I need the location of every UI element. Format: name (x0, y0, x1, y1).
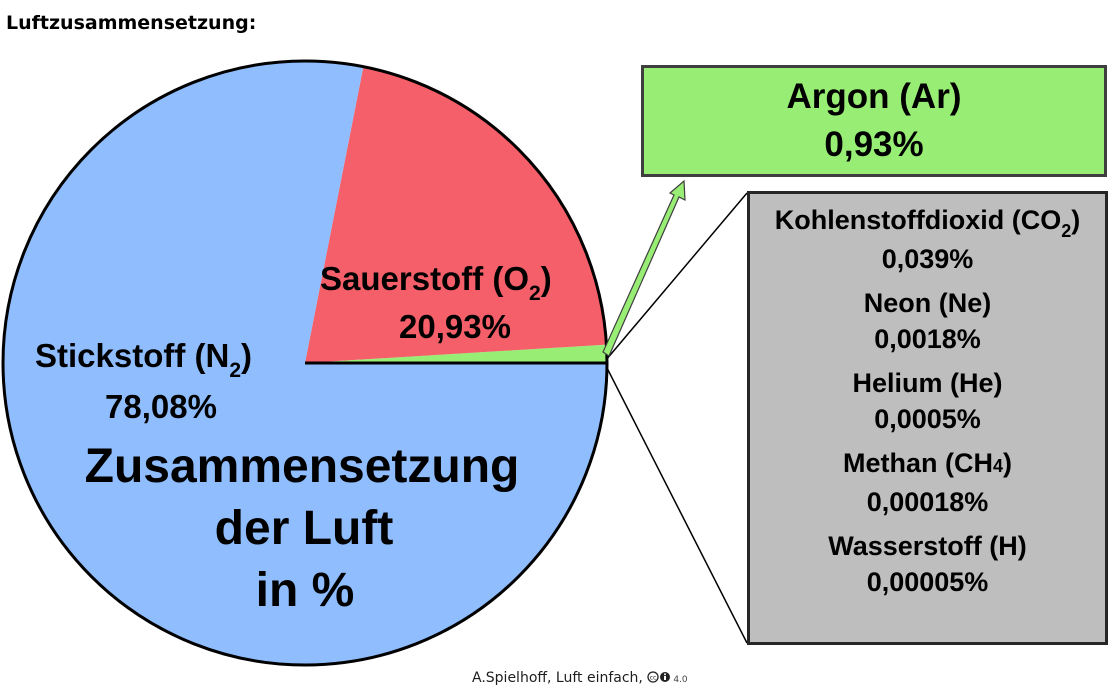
trace-gas-item: Neon (Ne) 0,0018% (864, 285, 992, 357)
svg-text:cc: cc (650, 675, 657, 682)
trace-gas-item: Kohlenstoffdioxid (CO2) 0,039% (775, 202, 1080, 277)
trace-gas-value: 0,00005% (866, 567, 989, 597)
argon-name: Argon (Ar) (786, 77, 962, 116)
trace-gas-name-close: ) (1071, 205, 1081, 235)
trace-gas-name: Kohlenstoffdioxid (CO (774, 205, 1062, 235)
trace-gas-subscript: 4 (992, 456, 1003, 476)
slice-label-sauerstoff: Sauerstoff (O2) (320, 260, 552, 305)
trace-gas-name: Wasserstoff (H) (828, 531, 1027, 561)
trace-gases-box: Kohlenstoffdioxid (CO2) 0,039% Neon (Ne)… (747, 191, 1108, 645)
chart-title-line-1: Zusammensetzung (85, 440, 520, 493)
slice-label-stickstoff: Stickstoff (N2) (35, 337, 252, 382)
trace-gas-item: Helium (He) 0,0005% (852, 365, 1002, 437)
trace-gas-value: 0,039% (881, 244, 974, 274)
slice-value-sauerstoff: 20,93% (399, 308, 511, 345)
chart-title-line-3: in % (256, 564, 355, 617)
page-title: Luftzusammensetzung: (6, 12, 257, 34)
slice-sauerstoff (305, 66, 607, 363)
argon-value: 0,93% (824, 125, 924, 164)
chart-title-line-2: der Luft (215, 502, 394, 555)
argon-arrow (602, 179, 686, 357)
trace-gas-value: 0,0018% (874, 324, 981, 354)
credit-text: A.Spielhoff, Luft einfach, (472, 670, 648, 686)
cc-by-icon: cc (647, 671, 671, 683)
slice-argon (305, 344, 607, 363)
trace-gas-name: Helium (He) (852, 368, 1003, 398)
trace-gas-value: 0,0005% (874, 404, 981, 434)
rest-connector-top (605, 192, 748, 361)
trace-gas-name-close: ) (1003, 448, 1012, 478)
slice-value-stickstoff: 78,08% (105, 388, 217, 425)
trace-gas-value: 0,00018% (866, 487, 989, 517)
slice-stickstoff (2, 60, 607, 665)
trace-gas-subscript: 2 (1061, 221, 1072, 241)
license-version: 4.0 (673, 675, 688, 685)
trace-gas-item: Wasserstoff (H) 0,00005% (828, 528, 1027, 600)
rest-connector-bottom (605, 365, 748, 644)
trace-gas-name: Methan (CH (842, 448, 993, 478)
argon-callout-box: Argon (Ar) 0,93% (641, 65, 1107, 177)
trace-gas-name: Neon (Ne) (863, 288, 992, 318)
footer-credit: A.Spielhoff, Luft einfach, cc 4.0 (472, 670, 688, 686)
trace-gas-item: Methan (CH4) 0,00018% (843, 445, 1012, 520)
